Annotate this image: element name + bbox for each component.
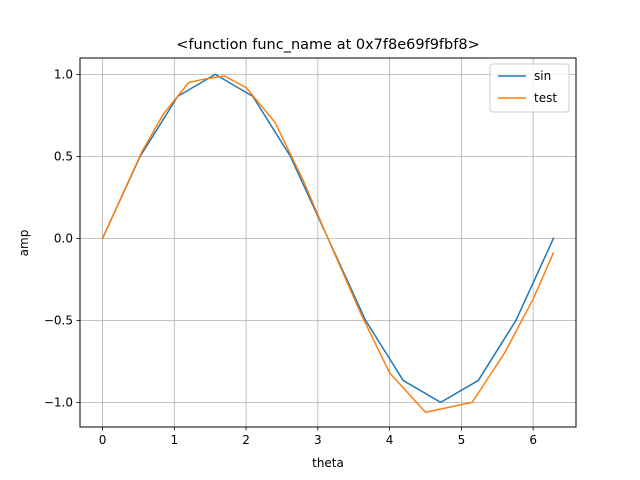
x-tick-label: 3 [314,433,322,447]
x-tick-label: 2 [242,433,250,447]
x-tick-label: 4 [386,433,394,447]
x-tick-label: 0 [99,433,107,447]
x-tick-label: 6 [529,433,537,447]
y-tick-label: 0.5 [54,149,73,163]
y-tick-label: 0.0 [54,231,73,245]
legend-box [489,63,570,113]
chart-title: <function func_name at 0x7f8e69f9fbf8> [176,37,479,53]
plot-frame [79,57,577,428]
y-tick-label: 1.0 [54,67,73,81]
x-tick-label: 1 [170,433,178,447]
y-tick-label: −1.0 [44,395,73,409]
series-line-test [101,75,555,413]
tick-layer: 0 1 2 3 4 5 6 −1.0 −0.5 0.0 0.5 1.0 [44,67,537,447]
legend-label-sin: sin [534,69,551,83]
x-axis-label: theta [312,456,344,470]
legend: sin test [489,63,570,113]
x-tick-label: 5 [458,433,466,447]
y-axis-label: amp [17,230,31,257]
y-tick-label: −0.5 [44,313,73,327]
legend-label-test: test [534,91,557,105]
series-layer [101,73,555,413]
